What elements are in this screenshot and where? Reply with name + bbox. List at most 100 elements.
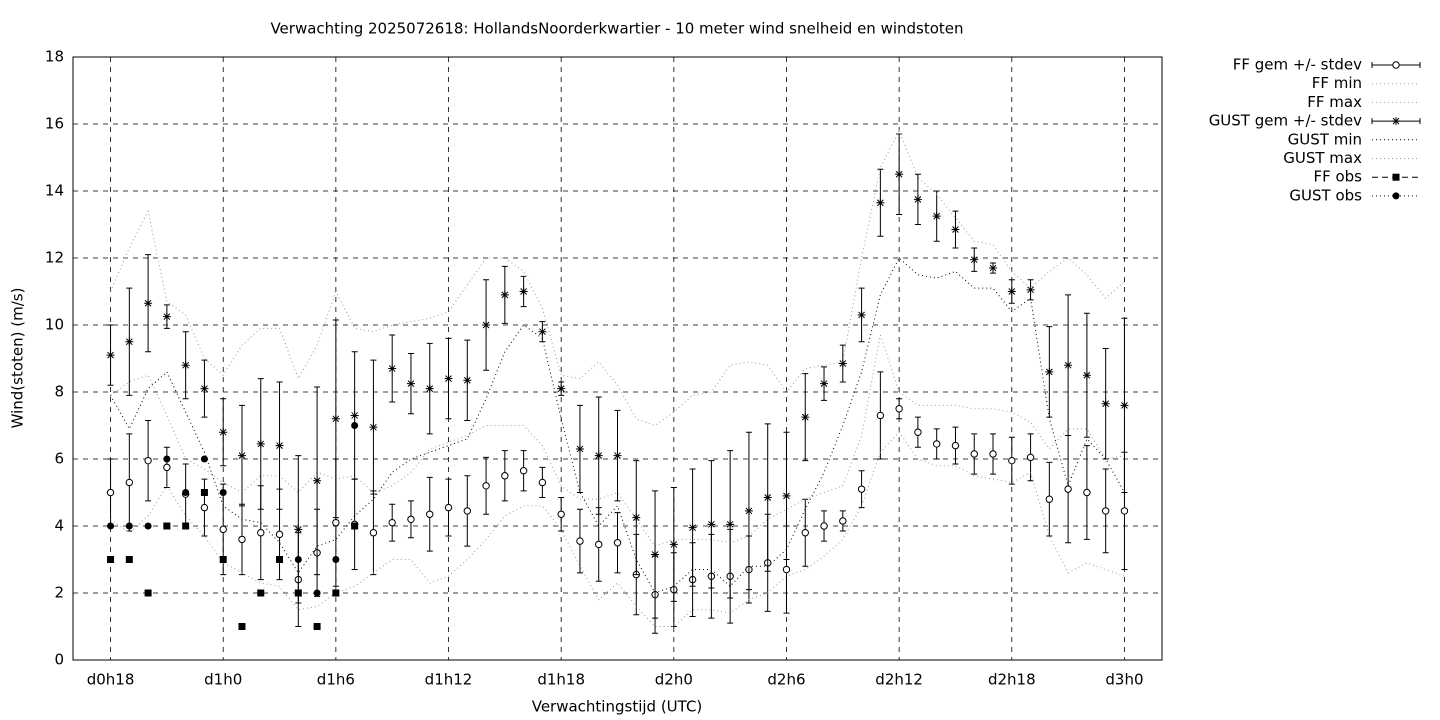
point (932, 212, 941, 221)
point (200, 503, 209, 512)
point (557, 384, 566, 393)
point (1120, 401, 1129, 410)
y-tick-label: 6 (54, 450, 64, 468)
point (763, 493, 772, 502)
point (801, 413, 810, 422)
point (575, 444, 584, 453)
point (257, 589, 265, 597)
legend-label: GUST max (1283, 149, 1362, 167)
legend-label: GUST obs (1289, 186, 1362, 204)
point (1392, 173, 1400, 181)
point (838, 359, 847, 368)
point (181, 361, 190, 370)
point (839, 517, 847, 525)
y-tick-label: 16 (45, 115, 64, 133)
point (538, 327, 547, 336)
point (294, 589, 302, 597)
legend-label: FF max (1307, 93, 1362, 111)
legend-caps (1371, 62, 1421, 68)
series-line (110, 129, 1125, 427)
point (182, 522, 190, 530)
point (688, 523, 697, 532)
point (219, 489, 227, 496)
point (332, 556, 340, 563)
point (125, 522, 133, 530)
point (1045, 495, 1054, 503)
point (425, 384, 434, 393)
x-tick-label: d2h0 (655, 671, 693, 689)
point (294, 556, 302, 563)
point (332, 589, 340, 597)
point (275, 530, 284, 539)
y-tick-label: 2 (54, 584, 64, 602)
y-tick-label: 4 (54, 517, 64, 535)
point (463, 507, 471, 515)
point (989, 450, 997, 458)
point (876, 411, 885, 420)
point (331, 414, 340, 423)
legend-label: GUST min (1288, 130, 1362, 148)
point (1392, 61, 1400, 69)
x-axis-label: Verwachtingstijd (UTC) (532, 698, 703, 716)
point (1392, 117, 1400, 126)
point (1064, 361, 1073, 370)
point (801, 529, 809, 537)
point (895, 405, 903, 413)
legend-label: FF min (1312, 74, 1362, 92)
point (200, 384, 209, 393)
point (313, 476, 322, 485)
point (144, 589, 152, 597)
y-axis-label: Wind(stoten) (m/s) (9, 288, 27, 429)
point (163, 463, 171, 472)
point (238, 535, 246, 544)
point (313, 623, 321, 630)
point (1026, 453, 1035, 462)
point (369, 423, 378, 432)
x-tick-label: d2h6 (767, 671, 805, 689)
point (669, 540, 678, 549)
point (332, 518, 340, 527)
point (726, 520, 735, 529)
x-tick-label: d1h12 (425, 671, 473, 689)
point (744, 506, 753, 515)
point (256, 439, 265, 448)
point (782, 565, 791, 574)
point (238, 623, 246, 630)
point (144, 299, 153, 308)
point (651, 550, 660, 559)
point (407, 515, 415, 523)
point (932, 440, 941, 448)
point (613, 451, 622, 460)
y-tick-label: 18 (45, 48, 64, 66)
point (426, 510, 434, 518)
point (632, 513, 641, 522)
x-tick-label: d2h12 (875, 671, 923, 689)
legend-label: GUST gem +/- stdev (1209, 112, 1362, 130)
point (914, 428, 922, 436)
point (857, 310, 866, 319)
point (162, 312, 171, 321)
point (1082, 371, 1091, 380)
point (1083, 488, 1091, 497)
point (707, 520, 716, 529)
point (388, 364, 397, 373)
x-tick-label: d1h0 (204, 671, 242, 689)
point (613, 539, 622, 547)
point (200, 489, 208, 496)
x-tick-label: d1h6 (317, 671, 355, 689)
point (519, 467, 528, 475)
point (406, 379, 415, 388)
chart-title: Verwachting 2025072618: HollandsNoorderk… (270, 20, 963, 38)
point (237, 451, 246, 460)
point (595, 540, 603, 549)
point (576, 537, 584, 545)
point (951, 225, 960, 234)
point (500, 290, 509, 299)
point (369, 529, 378, 537)
y-tick-label: 0 (54, 651, 64, 669)
point (388, 518, 396, 527)
point (351, 422, 359, 429)
point (1045, 367, 1054, 376)
point (1026, 285, 1035, 294)
